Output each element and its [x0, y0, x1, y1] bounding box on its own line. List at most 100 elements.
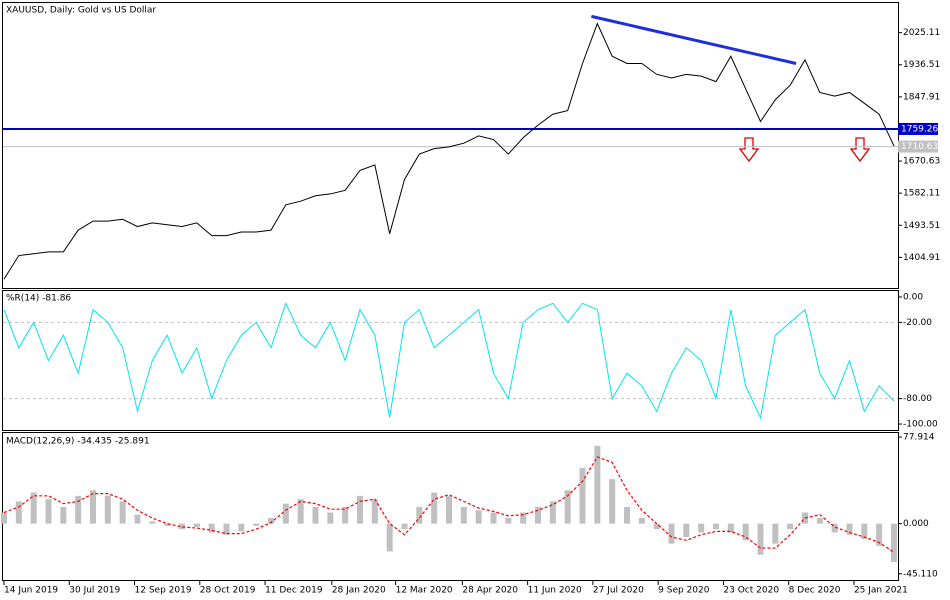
- histogram-bar: [119, 501, 126, 524]
- histogram-bar: [401, 523, 408, 530]
- price-label-box: [898, 122, 938, 135]
- series-line: [3, 22, 895, 280]
- histogram-bar: [342, 506, 349, 524]
- histogram-bar: [208, 523, 215, 533]
- histogram-bar: [876, 523, 883, 546]
- histogram-bar: [223, 523, 230, 535]
- histogram-bar: [683, 523, 690, 537]
- histogram-bar: [134, 514, 141, 524]
- histogram-bar: [787, 523, 794, 530]
- y-tick-label: 1582.11: [903, 189, 940, 199]
- y-tick-label: -45.110: [903, 569, 938, 579]
- histogram-bar: [282, 503, 289, 524]
- x-tick-label: 11 Dec 2019: [265, 586, 323, 596]
- histogram-bar: [386, 523, 393, 552]
- y-tick-label: -20.00: [903, 318, 932, 328]
- y-tick-label: -100.00: [903, 420, 938, 430]
- histogram-bar: [164, 523, 171, 526]
- x-tick-label: 25 Jan 2021: [854, 586, 908, 596]
- histogram-bar: [564, 490, 571, 524]
- histogram-bar: [193, 523, 200, 527]
- histogram-bar: [238, 523, 245, 532]
- histogram-bar: [609, 479, 616, 524]
- down-arrow: [849, 137, 871, 163]
- x-tick-label: 27 Jul 2020: [593, 586, 644, 596]
- trendline: [591, 14, 797, 65]
- histogram-bar: [520, 512, 527, 524]
- down-arrow: [738, 137, 760, 163]
- macd-pane: [2, 432, 899, 581]
- histogram-bar: [297, 499, 304, 524]
- y-tick-label: 77.914: [903, 432, 935, 442]
- x-tick-label: 12 Mar 2020: [396, 586, 453, 596]
- histogram-bar: [831, 523, 838, 533]
- price-label: 1710.63: [901, 142, 938, 152]
- histogram-bar: [431, 492, 438, 524]
- histogram-bar: [653, 523, 660, 530]
- histogram-bar: [846, 523, 853, 535]
- histogram-bar: [60, 506, 67, 524]
- macd-title: MACD(12,26,9) -34.435 -25.891: [6, 437, 150, 447]
- y-tick-label: 0.00: [903, 292, 923, 302]
- histogram-bar: [75, 495, 82, 524]
- histogram-bar: [891, 523, 897, 562]
- wpr-pane: [2, 290, 899, 431]
- histogram-bar: [15, 501, 22, 524]
- wpr-title: %R(14) -81.86: [6, 294, 71, 304]
- y-tick-label: 1936.51: [903, 60, 940, 70]
- histogram-bar: [179, 523, 185, 530]
- x-tick-label: 14 Jun 2019: [4, 586, 58, 596]
- histogram-bar: [638, 518, 645, 524]
- histogram-bar: [475, 510, 482, 524]
- histogram-bar: [268, 518, 274, 524]
- histogram-bar: [149, 521, 156, 524]
- histogram-bar: [460, 506, 467, 524]
- histogram-bar: [446, 495, 452, 524]
- x-tick-label: 30 Jul 2019: [69, 586, 120, 596]
- histogram-bar: [624, 506, 630, 524]
- price-title: XAUUSD, Daily: Gold vs US Dollar: [6, 6, 156, 16]
- histogram-bar: [816, 518, 823, 524]
- histogram-bar: [713, 523, 719, 530]
- histogram-bar: [90, 490, 96, 524]
- histogram-bar: [861, 523, 868, 540]
- histogram-bar: [772, 523, 779, 544]
- x-tick-label: 12 Sep 2019: [135, 586, 192, 596]
- series-line: [3, 301, 895, 420]
- x-tick-label: 28 Jan 2020: [332, 586, 386, 596]
- price-label-box: [898, 140, 938, 153]
- x-tick-label: 28 Apr 2020: [462, 586, 518, 596]
- y-tick-label: 1847.91: [903, 92, 940, 102]
- histogram-bar: [490, 512, 497, 524]
- histogram-bar: [327, 512, 334, 524]
- arrow-annotations: [738, 137, 871, 163]
- y-tick-label: 2025.11: [903, 28, 940, 38]
- histogram-bar: [727, 523, 734, 533]
- histogram-bar: [104, 495, 111, 524]
- y-tick-label: -80.00: [903, 394, 932, 404]
- histogram-bar: [594, 445, 601, 524]
- histogram-bar: [579, 468, 586, 524]
- histogram-bar: [371, 499, 378, 524]
- y-tick-label: 1404.91: [903, 253, 940, 263]
- x-tick-label: 8 Dec 2020: [789, 586, 841, 596]
- histogram-bar: [535, 506, 541, 524]
- histogram-bar: [698, 523, 705, 533]
- histogram-bar: [757, 523, 764, 555]
- histogram-bar: [668, 523, 675, 544]
- histogram-bar: [549, 501, 556, 524]
- y-tick-label: 1493.51: [903, 221, 940, 231]
- price-label: 1759.26: [901, 124, 938, 134]
- histogram-bar: [1, 512, 7, 524]
- x-tick-label: 23 Oct 2020: [723, 586, 779, 596]
- histogram-bar: [312, 506, 319, 524]
- y-tick-label: 0.000: [903, 519, 929, 529]
- x-tick-label: 11 Jun 2020: [528, 586, 582, 596]
- histogram-bar: [45, 499, 52, 524]
- x-tick-label: 28 Oct 2019: [200, 586, 256, 596]
- x-tick-label: 9 Sep 2020: [658, 586, 710, 596]
- histogram-bar: [742, 523, 749, 541]
- histogram-bar: [30, 492, 37, 524]
